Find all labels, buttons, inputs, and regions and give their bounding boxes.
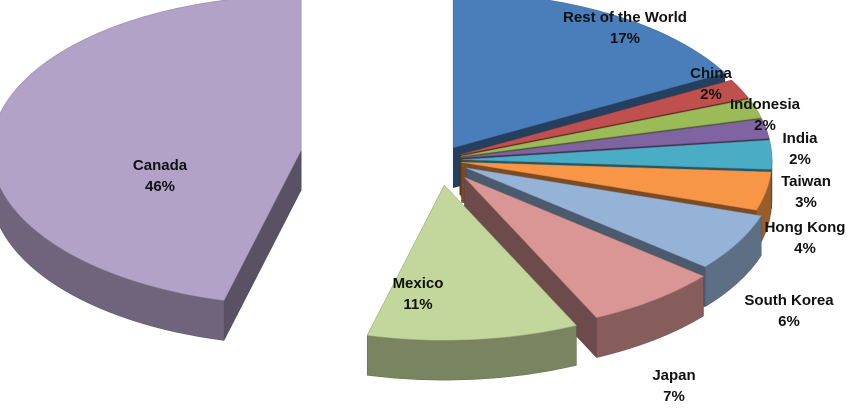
label-rest-of-the-world: Rest of the World 17% bbox=[563, 9, 687, 47]
label-hong-kong: Hong Kong 4% bbox=[765, 219, 846, 257]
slice-labels: Rest of the World 17%China 2%Indonesia 2%In… bbox=[133, 9, 846, 405]
label-mexico: Mexico 11% bbox=[393, 275, 444, 313]
label-japan: Japan 7% bbox=[652, 367, 695, 405]
slice-rest-of-the-world bbox=[452, 0, 726, 149]
slice-indonesia bbox=[460, 98, 762, 157]
slice-taiwan bbox=[461, 139, 773, 170]
slice-india bbox=[461, 118, 770, 159]
slice-hong-kong bbox=[461, 161, 772, 211]
label-canada: Canada 46% bbox=[133, 157, 188, 195]
pie-slice-tops bbox=[0, 0, 773, 341]
label-china: China 2% bbox=[690, 65, 732, 103]
label-south-korea: South Korea 6% bbox=[744, 292, 834, 330]
label-indonesia: Indonesia 2% bbox=[730, 96, 801, 134]
label-taiwan: Taiwan 3% bbox=[781, 173, 831, 211]
slice-mexico bbox=[366, 184, 577, 341]
label-india: India 2% bbox=[782, 130, 818, 168]
slice-south-korea bbox=[466, 167, 762, 268]
slice-japan bbox=[464, 177, 705, 318]
slice-china bbox=[459, 79, 749, 156]
slice-canada bbox=[0, 0, 302, 301]
